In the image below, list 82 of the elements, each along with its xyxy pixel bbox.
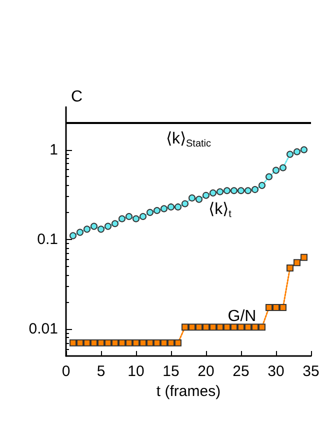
point [300, 254, 308, 261]
point [174, 203, 182, 210]
point [84, 226, 90, 233]
point [196, 196, 202, 203]
point [76, 228, 84, 236]
point [280, 304, 286, 311]
point [230, 324, 238, 331]
point [182, 200, 188, 208]
point [154, 207, 160, 214]
point [174, 339, 182, 346]
point [244, 324, 252, 331]
point [140, 339, 146, 346]
point [168, 203, 174, 210]
point [112, 220, 118, 228]
point [238, 187, 244, 194]
point [140, 213, 146, 220]
point [202, 324, 210, 331]
point [210, 324, 216, 331]
point [126, 339, 132, 346]
point [146, 339, 154, 346]
x-tick-label: 25 [232, 363, 250, 380]
point [182, 324, 188, 331]
point [76, 339, 84, 346]
point [70, 232, 76, 240]
x-tick-label: 15 [162, 363, 180, 380]
point [132, 215, 140, 222]
x-tick-label: 30 [268, 363, 284, 380]
point [104, 222, 112, 230]
point [230, 187, 238, 194]
point [272, 304, 280, 311]
y-tick-label: 0.1 [37, 230, 58, 248]
point [294, 148, 300, 156]
point [238, 324, 244, 331]
point [98, 226, 104, 233]
point [210, 189, 216, 196]
point [104, 339, 112, 346]
point [286, 264, 294, 272]
point [98, 339, 104, 346]
point [160, 339, 168, 346]
point [126, 213, 132, 220]
point [300, 146, 308, 154]
point [146, 208, 154, 216]
point [188, 194, 196, 202]
point [168, 339, 174, 346]
y-tick-label: 0.01 [28, 320, 58, 338]
point [266, 304, 272, 311]
point [286, 150, 294, 158]
point [252, 186, 258, 194]
x-tick-label: 5 [96, 363, 106, 380]
point [280, 164, 286, 172]
point [294, 259, 300, 266]
point [160, 205, 168, 212]
point [132, 339, 140, 346]
point [216, 324, 224, 331]
point [90, 222, 98, 230]
point [188, 324, 196, 331]
point [224, 324, 230, 331]
point [252, 324, 258, 331]
x-tick-label: 20 [198, 363, 214, 380]
point [70, 339, 76, 346]
point [118, 215, 126, 222]
point [258, 324, 266, 331]
point [154, 339, 160, 346]
point [266, 173, 272, 180]
point [216, 188, 224, 196]
point [84, 339, 90, 346]
x-tick-label: 0 [62, 363, 70, 380]
x-tick-label: 10 [128, 363, 144, 380]
point [202, 192, 210, 199]
point [112, 339, 118, 346]
series-label: G/N [228, 308, 256, 326]
chart-title: C [71, 88, 83, 106]
x-axis-title: t (frames) [156, 383, 221, 400]
x-tick-label: 35 [302, 363, 320, 380]
point [244, 187, 252, 194]
y-tick-label: 1 [50, 141, 58, 158]
point [196, 324, 202, 331]
point [118, 339, 126, 346]
point [258, 182, 266, 189]
point [224, 187, 230, 194]
point [90, 339, 98, 346]
point [272, 166, 280, 174]
